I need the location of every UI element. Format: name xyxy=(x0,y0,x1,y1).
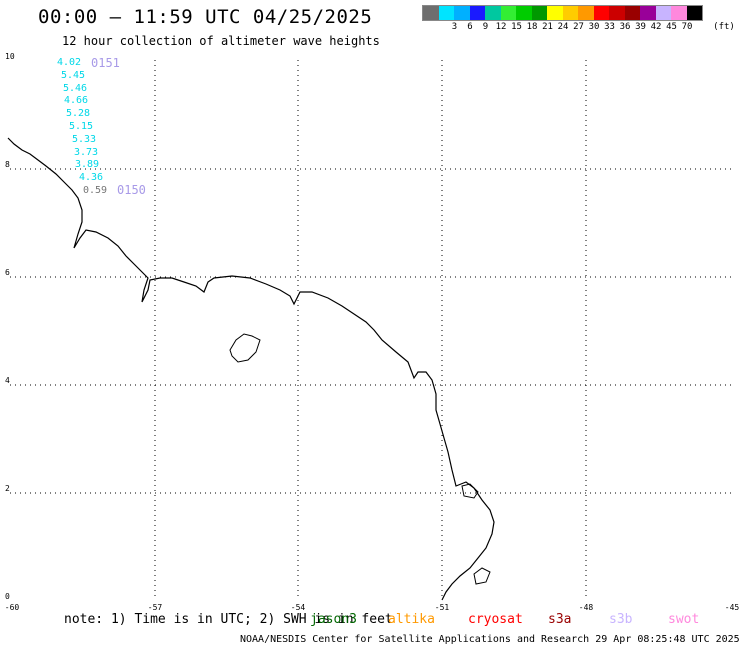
pass-label: 0151 xyxy=(91,56,120,70)
scale-swatch xyxy=(516,6,532,20)
scale-swatch xyxy=(500,6,516,20)
satellite-jason3: jason3 xyxy=(310,612,357,627)
scale-swatch xyxy=(593,6,609,20)
longitude-tick: -57 xyxy=(147,603,163,612)
scale-swatch xyxy=(531,6,547,20)
island-delta xyxy=(461,483,479,499)
satellite-cryosat: cryosat xyxy=(468,612,523,627)
satellite-s3a: s3a xyxy=(548,612,572,627)
scale-label: 33 xyxy=(604,22,615,32)
scale-label: 27 xyxy=(573,22,584,32)
scale-label: 9 xyxy=(482,22,489,32)
wave-height-value: 0.59 xyxy=(83,185,108,196)
wave-height-value: 5.33 xyxy=(72,133,97,145)
note-text: note: 1) Time is in UTC; 2) SWH is in fe… xyxy=(64,612,393,627)
footer-credit: NOAA/NESDIS Center for Satellite Applica… xyxy=(240,634,740,645)
scale-label: 12 xyxy=(495,22,507,32)
scale-swatch xyxy=(655,6,671,20)
wave-height-value: 5.15 xyxy=(69,121,94,132)
map-subtitle: 12 hour collection of altimeter wave hei… xyxy=(62,34,380,48)
scale-swatch xyxy=(469,6,485,20)
wave-height-value: 5.28 xyxy=(66,108,91,120)
wave-height-value: 5.45 xyxy=(61,69,86,81)
pass-label: 0150 xyxy=(117,183,146,197)
color-scale-bar xyxy=(422,5,703,21)
wave-height-value: 5.46 xyxy=(63,82,88,94)
island xyxy=(229,333,261,363)
scale-label: 6 xyxy=(467,22,473,32)
longitude-tick: -45 xyxy=(724,603,740,612)
scale-swatch xyxy=(624,6,640,20)
scale-swatch xyxy=(562,6,578,20)
scale-label: 15 xyxy=(511,22,522,32)
scale-label: 21 xyxy=(542,22,553,32)
scale-swatch xyxy=(423,6,439,20)
latitude-tick: 6 xyxy=(5,268,10,277)
scale-label: 70 xyxy=(681,22,693,32)
longitude-tick: -48 xyxy=(578,603,594,612)
wave-height-value: 4.66 xyxy=(64,95,89,107)
scale-swatch xyxy=(485,6,501,20)
scale-swatch xyxy=(671,6,687,20)
latitude-tick: 2 xyxy=(5,484,10,493)
wave-height-value: 4.02 xyxy=(57,57,82,68)
scale-label: 36 xyxy=(619,22,631,32)
scale-label: 45 xyxy=(666,22,677,32)
longitude-tick: -51 xyxy=(434,603,450,612)
scale-swatch xyxy=(454,6,470,20)
graticule xyxy=(10,60,735,600)
scale-label: 24 xyxy=(557,22,569,32)
scale-swatch xyxy=(640,6,656,20)
coastline xyxy=(7,137,495,601)
wave-height-value: 4.36 xyxy=(79,172,104,184)
scale-swatch xyxy=(438,6,454,20)
longitude-tick: -54 xyxy=(290,603,306,612)
satellite-altika: altika xyxy=(388,612,435,627)
scale-swatch xyxy=(547,6,563,20)
latitude-tick: 8 xyxy=(5,160,10,169)
scale-label: 3 xyxy=(451,22,458,32)
longitude-tick: -60 xyxy=(4,603,20,612)
scale-swatch xyxy=(686,6,702,20)
scale-label: 18 xyxy=(526,22,538,32)
scale-label: 42 xyxy=(650,22,662,32)
satellite-swot: swot xyxy=(668,612,700,627)
satellite-s3b: s3b xyxy=(609,612,633,627)
map-title: 00:00 – 11:59 UTC 04/25/2025 xyxy=(38,6,373,28)
wave-height-value: 3.89 xyxy=(75,159,100,171)
island-small xyxy=(473,567,491,585)
scale-label: 30 xyxy=(588,22,600,32)
latitude-tick: 0 xyxy=(5,592,10,601)
scale-label: 39 xyxy=(635,22,646,32)
wave-height-value: 3.73 xyxy=(74,146,99,158)
scale-swatch xyxy=(609,6,625,20)
latitude-tick: 10 xyxy=(5,52,15,61)
scale-swatch xyxy=(578,6,594,20)
latitude-tick: 4 xyxy=(5,376,10,385)
scale-unit: (ft) xyxy=(713,22,735,32)
